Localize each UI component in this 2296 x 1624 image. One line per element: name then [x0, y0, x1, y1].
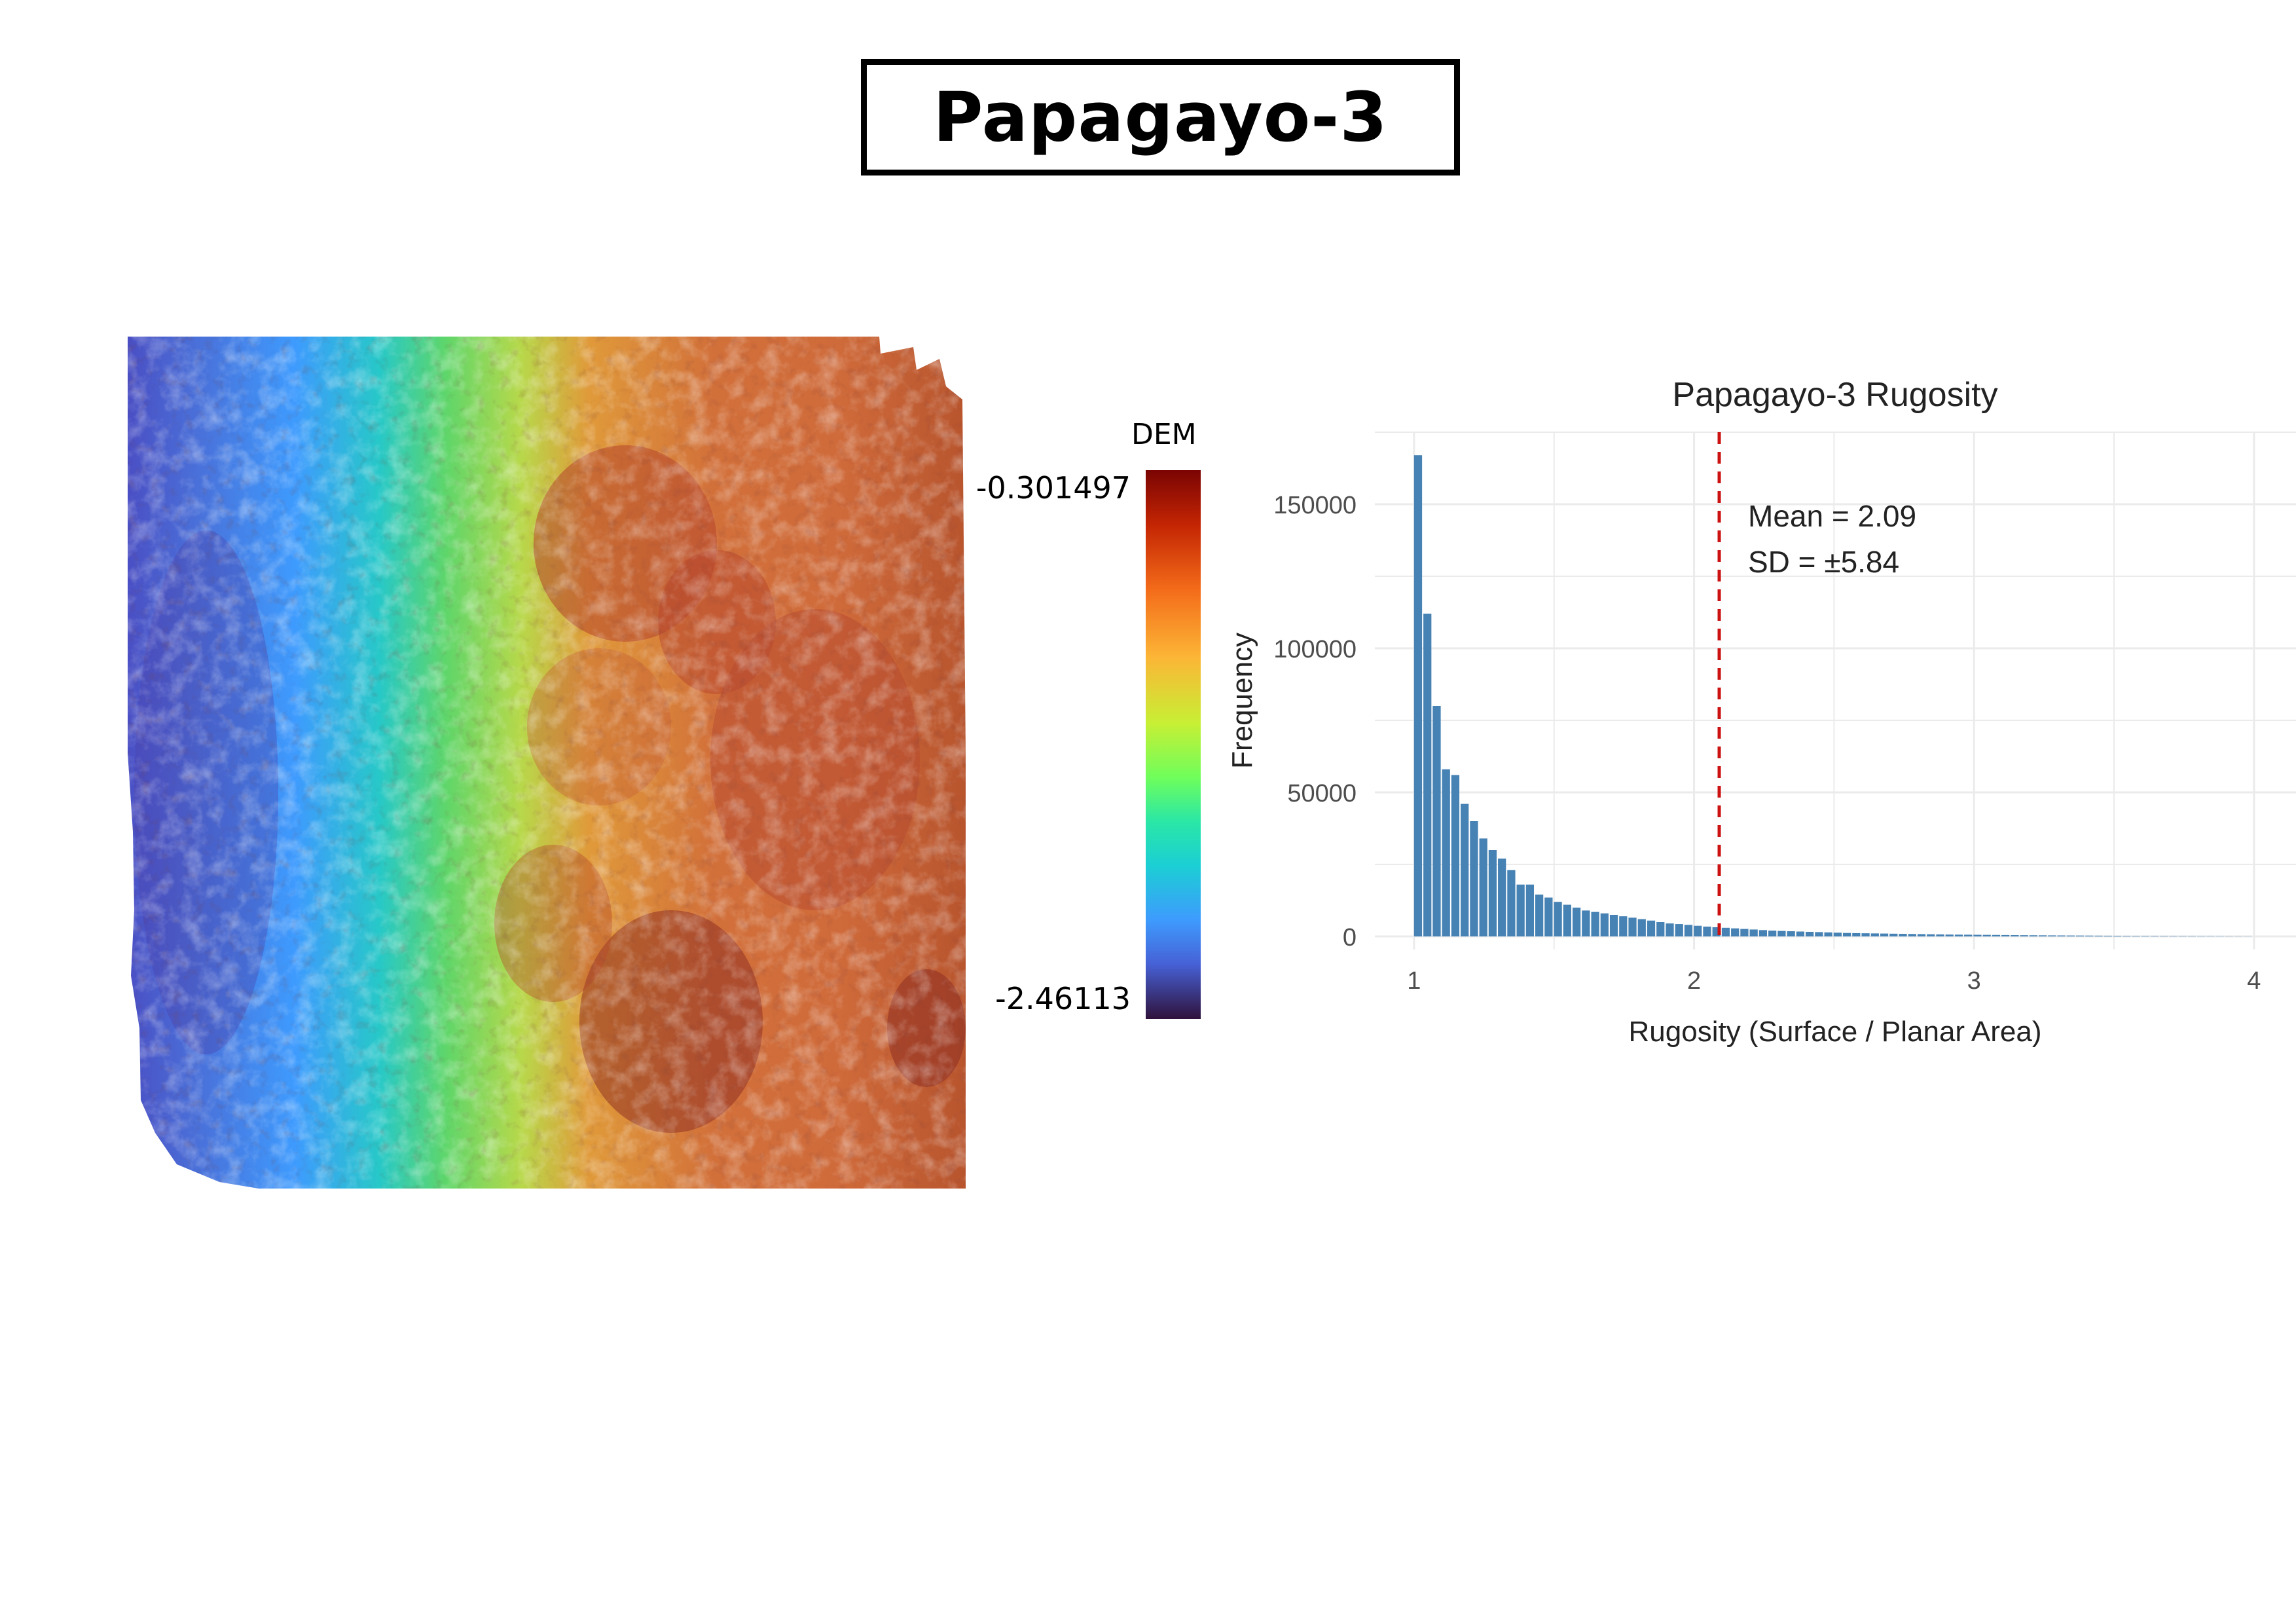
dem-legend-max-label: -0.301497: [975, 470, 1131, 506]
histogram-bar: [1413, 455, 1423, 936]
x-axis-label: Rugosity (Surface / Planar Area): [1629, 1016, 2042, 1048]
x-tick-label: 4: [2247, 967, 2261, 995]
histogram-bar: [1591, 912, 1599, 936]
histogram-bar: [1432, 706, 1441, 936]
histogram-bar: [2011, 935, 2019, 936]
histogram-bar: [1805, 931, 1814, 936]
y-tick-label: 150000: [1273, 492, 1357, 519]
histogram-bar: [1889, 933, 1898, 936]
histogram-bar: [1544, 897, 1553, 936]
histogram-bar: [1637, 919, 1646, 936]
histogram-bar: [2001, 934, 2010, 936]
histogram-bar: [1461, 803, 1469, 936]
y-tick-label: 0: [1343, 924, 1357, 951]
histogram-bar: [1833, 932, 1842, 936]
histogram-bar: [1442, 769, 1450, 936]
histogram-bar: [1554, 902, 1562, 936]
histogram-bar: [1684, 925, 1693, 936]
dem-map-image: [128, 337, 966, 1189]
histogram-bar: [1824, 932, 1832, 936]
histogram-bar: [2039, 935, 2047, 936]
histogram-bar: [1451, 775, 1460, 936]
histogram-bar: [1525, 884, 1535, 936]
histogram-bar: [1927, 934, 1935, 936]
histogram-bar: [1852, 932, 1861, 936]
histogram-bar: [1600, 913, 1609, 936]
histogram-bar: [1721, 927, 1730, 936]
histogram-bar: [1703, 927, 1711, 936]
histogram-bar: [1656, 922, 1665, 936]
histogram-bar: [1694, 925, 1702, 936]
histogram-bar: [1777, 931, 1786, 936]
histogram-bar: [2020, 935, 2028, 936]
dem-colorbar: [1146, 470, 1201, 1019]
x-tick-label: 3: [1967, 967, 1981, 995]
sd-annotation: SD = ±5.84: [1748, 545, 1899, 579]
histogram-bar: [1498, 858, 1506, 936]
histogram-bar: [1516, 884, 1525, 936]
histogram-bar: [1609, 915, 1618, 936]
histogram-bar: [1647, 920, 1656, 936]
histogram-bar: [1535, 895, 1544, 936]
chart-title: Papagayo-3 Rugosity: [1672, 376, 1997, 414]
histogram-bar: [1488, 850, 1497, 936]
x-tick-label: 1: [1407, 967, 1421, 995]
histogram-bar: [1787, 931, 1795, 936]
dem-legend-title: DEM: [1131, 418, 1197, 451]
histogram-bar: [1964, 934, 1973, 936]
page-title: Papagayo-3: [933, 77, 1388, 157]
y-tick-label: 100000: [1273, 636, 1357, 663]
histogram-bar: [1675, 924, 1683, 936]
histogram-bar: [1619, 916, 1628, 936]
rugosity-histogram: 0 50000 100000 150000 1 2 3 4 Papagayo-3 Rugos…: [1226, 376, 2296, 1048]
histogram-bar: [1796, 931, 1804, 936]
histogram-bar: [1572, 908, 1581, 936]
histogram-bar: [1470, 821, 1478, 936]
histogram-bar: [2029, 935, 2038, 936]
histogram-bar: [1731, 928, 1740, 936]
histogram-bar: [1917, 934, 1926, 936]
histogram-bar: [1582, 910, 1590, 936]
mean-annotation: Mean = 2.09: [1748, 499, 1916, 533]
histogram-bar: [1973, 934, 1982, 936]
histogram-bar: [1861, 933, 1870, 936]
histogram-bar: [1768, 931, 1777, 936]
y-axis-label: Frequency: [1226, 633, 1258, 769]
histogram-bar: [1899, 934, 1907, 936]
histogram-bar: [1628, 917, 1637, 936]
histogram-bar: [1992, 934, 2001, 936]
x-tick-labels: 1 2 3 4: [1407, 967, 2261, 995]
histogram-bar: [1936, 934, 1944, 936]
histogram-bar: [1666, 923, 1674, 936]
histogram-bar: [1507, 870, 1516, 936]
histogram-bar: [1758, 930, 1768, 936]
histogram-grid: [1375, 432, 2296, 950]
histogram-bars: [1413, 455, 2252, 936]
y-tick-label: 50000: [1287, 780, 1357, 807]
histogram-bar: [1842, 932, 1851, 936]
histogram-bar: [1740, 929, 1749, 936]
y-tick-labels: 0 50000 100000 150000: [1273, 492, 1357, 951]
histogram-bar: [1815, 932, 1823, 936]
histogram-bar: [1880, 933, 1889, 936]
x-tick-label: 2: [1687, 967, 1701, 995]
histogram-bar: [1870, 933, 1879, 936]
histogram-bar: [1749, 929, 1758, 936]
histogram-bar: [1423, 614, 1432, 936]
histogram-bar: [2048, 935, 2056, 936]
dem-legend-min-label: -2.46113: [995, 981, 1131, 1016]
page-title-box: Papagayo-3: [861, 59, 1460, 175]
histogram-bar: [1908, 934, 1916, 936]
histogram-bar: [1563, 904, 1571, 936]
histogram-bar: [1945, 934, 1954, 936]
histogram-bar: [1954, 934, 1963, 936]
histogram-bar: [1479, 838, 1487, 936]
histogram-bar: [1982, 934, 1991, 936]
